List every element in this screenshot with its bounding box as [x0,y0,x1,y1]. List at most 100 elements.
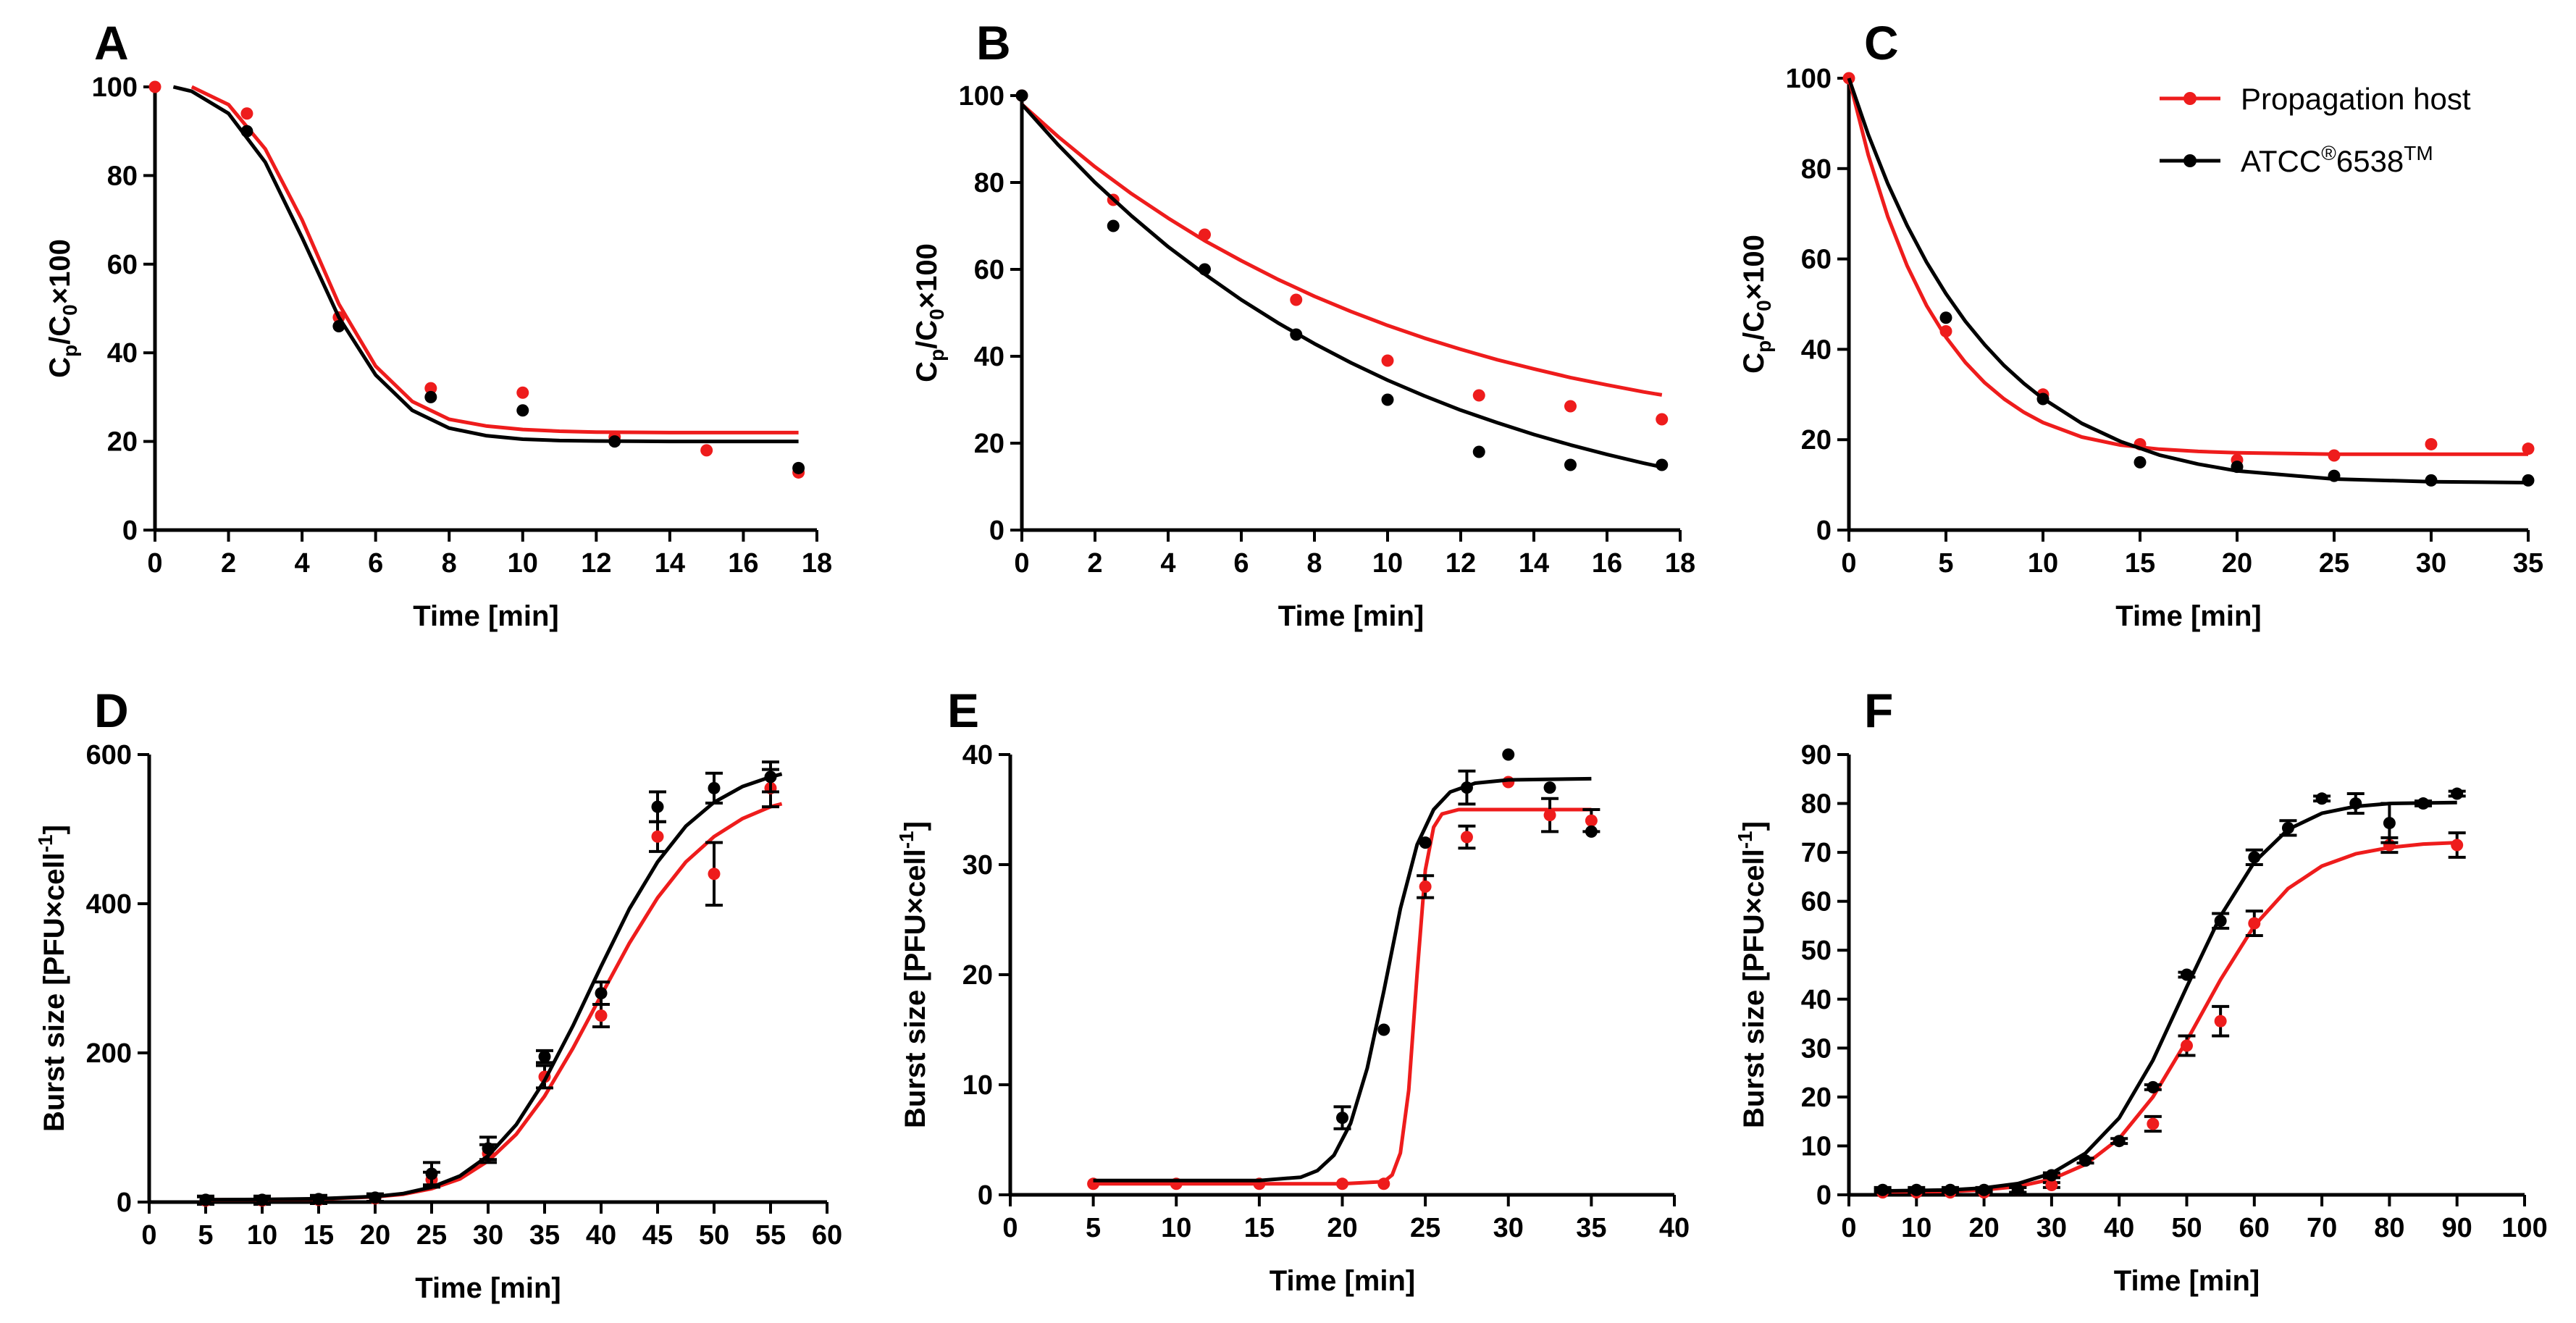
y-tick-label: 100 [959,81,1004,112]
x-tick-label: 16 [728,548,758,579]
chart-panel-b: B 0 2 4 6 8 10 12 14 16 18 0 20 40 60 80 100 Time [min] Cp… [911,16,1695,632]
y-axis-title: Burst size [PFU×cell-1] [34,825,70,1132]
data-point [1910,1183,1923,1196]
data-point [1199,263,1211,276]
data-point [2451,839,2464,852]
data-point [538,1050,551,1063]
data-point [2079,1154,2092,1167]
data-point [1199,228,1211,241]
fit-curve [1093,807,1592,1186]
x-tick-label: 8 [1306,548,1322,579]
data-point [1381,354,1394,367]
y-tick-label: 20 [962,960,993,991]
data-point [2425,437,2438,450]
y-tick-label: 60 [107,250,138,280]
x-tick-label: 0 [1841,548,1856,579]
data-point [1543,809,1556,822]
x-tick-label: 20 [360,1220,390,1251]
data-point [2248,917,2261,930]
data-point [1336,1112,1348,1125]
data-point [332,319,345,332]
x-tick-label: 20 [1327,1213,1357,1243]
x-tick-label: 60 [2239,1213,2270,1243]
panel-letter: D [94,684,129,737]
x-tick-label: 14 [655,548,685,579]
x-tick-label: 30 [1493,1213,1524,1243]
x-axis-title: Time [min] [2114,1265,2260,1297]
data-point [2522,474,2535,487]
legend-marker [2183,154,2197,167]
x-tick-label: 40 [1659,1213,1690,1243]
x-tick-label: 55 [755,1220,786,1251]
y-tick-label: 10 [962,1070,993,1101]
x-tick-label: 10 [1372,548,1403,579]
x-tick-label: 15 [2125,548,2155,579]
y-tick-label: 400 [86,889,132,920]
data-point [199,1193,212,1206]
y-tick-label: 200 [86,1038,132,1069]
x-tick-label: 15 [1244,1213,1275,1243]
data-point [2147,1117,2160,1130]
data-point [2349,797,2362,810]
data-point [1564,458,1577,471]
y-tick-label: 0 [122,516,138,546]
x-tick-label: 30 [2416,548,2446,579]
data-point [2425,474,2438,487]
y-axis-title: Cp/C0×100 [1738,235,1775,374]
data-point [708,868,721,881]
data-point [148,80,161,93]
panel-letter: F [1864,684,1893,737]
legend-label: ATCC®6538TM [2241,142,2433,178]
x-axis-title: Time [min] [415,1272,561,1304]
series-atcc-6538 [1093,748,1598,1183]
data-point [1944,1183,1957,1196]
fit-curve [1882,800,2457,1193]
data-point [1419,836,1432,849]
series-atcc-6538 [1847,77,2535,487]
data-point [2315,792,2328,805]
x-tick-label: 30 [2036,1213,2067,1243]
data-point [1978,1183,1991,1196]
series-atcc-6538 [197,760,783,1206]
data-point [2113,1135,2126,1148]
data-point [516,404,529,417]
data-point [369,1191,382,1204]
y-axis-title: Burst size [PFU×cell-1] [1734,821,1770,1128]
data-point [1377,1177,1390,1190]
x-tick-label: 18 [802,548,832,579]
panel-letter: E [947,684,979,737]
y-tick-label: 40 [974,342,1004,372]
y-axis-title: Burst size [PFU×cell-1] [895,821,931,1128]
data-point [595,987,608,1000]
data-point [1460,781,1473,794]
data-point [764,770,777,784]
data-point [708,781,721,794]
y-tick-label: 20 [107,427,138,458]
fit-curve [1847,77,2529,484]
y-tick-label: 0 [1816,1180,1832,1211]
data-point [1472,445,1485,458]
x-tick-label: 50 [2171,1213,2202,1243]
x-tick-label: 35 [2513,548,2543,579]
y-tick-label: 30 [1801,1033,1832,1064]
data-point [482,1142,495,1155]
chart-panel-c: C 0 5 10 15 20 25 30 35 0 20 40 60 80 100 Time [min] Cp/… [1738,16,2543,632]
fit-curve [190,85,799,434]
y-tick-label: 100 [92,72,138,103]
x-axis-title: Time [min] [1270,1265,1416,1297]
x-tick-label: 35 [1576,1213,1606,1243]
y-tick-label: 80 [1801,789,1832,820]
x-axis-title: Time [min] [2115,600,2262,632]
data-point [2214,1015,2227,1028]
legend-marker [2183,92,2197,105]
data-point [2248,851,2261,864]
x-tick-label: 10 [508,548,538,579]
data-point [2147,1080,2160,1093]
x-tick-label: 0 [1014,548,1029,579]
data-point [1585,814,1598,827]
y-tick-label: 0 [1816,516,1832,546]
x-tick-label: 0 [1002,1213,1018,1243]
data-point [2231,461,2244,474]
y-tick-label: 80 [107,161,138,191]
